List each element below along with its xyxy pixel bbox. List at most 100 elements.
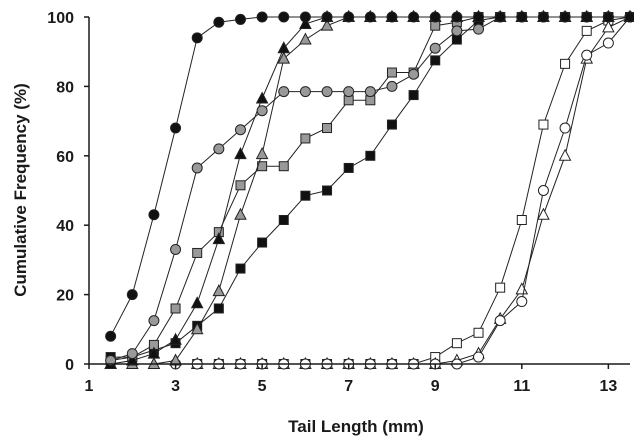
data-point [559,11,571,23]
data-point [170,243,182,255]
series-layer [104,9,634,370]
data-point [126,348,138,360]
x-tick-label: 11 [513,378,530,395]
data-point [516,11,528,23]
data-point [212,232,226,245]
data-point [170,122,182,134]
series [105,12,634,366]
data-point [213,143,225,155]
data-point [364,11,376,23]
series [104,9,634,369]
data-point [277,41,291,54]
data-point [537,207,550,220]
data-point [190,322,204,335]
data-point [473,23,485,35]
y-tick: 60 [56,149,89,166]
data-point [278,11,290,23]
data-point [473,351,485,363]
x-tick-label: 7 [344,378,353,395]
data-point [451,338,462,349]
data-point [408,68,420,80]
x-tick-label: 5 [258,378,267,395]
x-tick-label: 13 [599,378,617,395]
y-tick: 80 [56,79,89,96]
data-point [148,315,160,327]
data-point [581,49,593,61]
data-point [430,55,441,66]
x-tick: 3 [171,364,180,395]
data-point [386,67,397,78]
data-point [147,346,161,359]
data-point [170,303,181,314]
data-point [473,327,484,338]
data-point [386,11,398,23]
data-point [515,282,529,295]
data-point [365,95,376,106]
y-tick-label: 20 [56,288,74,305]
data-point [235,263,246,274]
series [105,11,634,367]
y-tick: 100 [47,10,89,27]
series-line [175,16,631,365]
data-point [321,86,333,98]
y-tick-label: 60 [56,149,74,166]
series-line [110,16,630,337]
data-point [537,185,549,196]
data-point [322,185,333,196]
x-tick: 9 [431,364,440,395]
data-point [148,209,160,221]
data-point [256,105,268,117]
data-point [559,122,571,134]
data-point [256,11,268,23]
data-point [343,11,355,23]
data-point [212,284,226,297]
data-point [234,207,247,220]
data-point [235,180,246,191]
x-tick: 13 [599,364,617,395]
data-point [602,37,614,49]
y-tick-label: 80 [56,79,74,96]
data-point [299,16,312,29]
data-point [429,11,441,23]
data-point [191,32,203,44]
data-point [343,95,354,106]
data-point [451,34,462,45]
y-tick-label: 0 [65,357,74,374]
y-axis-title: Cumulative Frequency (%) [11,83,30,297]
data-point [581,11,593,23]
data-point [451,25,463,37]
data-point [473,11,485,23]
data-point [299,11,311,23]
data-point [300,190,311,201]
data-point [386,80,398,92]
data-point [277,51,291,64]
y-tick: 20 [56,288,89,305]
data-point [321,11,333,23]
y-tick: 0 [65,357,89,374]
x-axis-title: Tail Length (mm) [288,417,424,436]
data-point [213,16,225,28]
x-tick-label: 9 [431,378,440,395]
data-point [255,91,269,104]
data-point [538,119,549,130]
data-point [429,42,441,54]
y-tick-label: 100 [47,10,74,27]
x-tick: 7 [344,364,353,395]
series-line [110,16,630,358]
x-tick: 11 [513,364,530,395]
y-tick-label: 40 [56,218,74,235]
series [192,12,634,369]
series-line [110,16,630,361]
data-point [191,162,203,174]
data-point [343,86,355,98]
x-tick-label: 1 [85,378,94,395]
data-point [494,11,506,23]
data-point [105,330,117,342]
data-point [234,146,247,160]
data-point [234,13,246,25]
data-point [537,11,549,23]
data-point [451,11,463,23]
data-point [430,20,441,31]
data-point [408,90,419,101]
